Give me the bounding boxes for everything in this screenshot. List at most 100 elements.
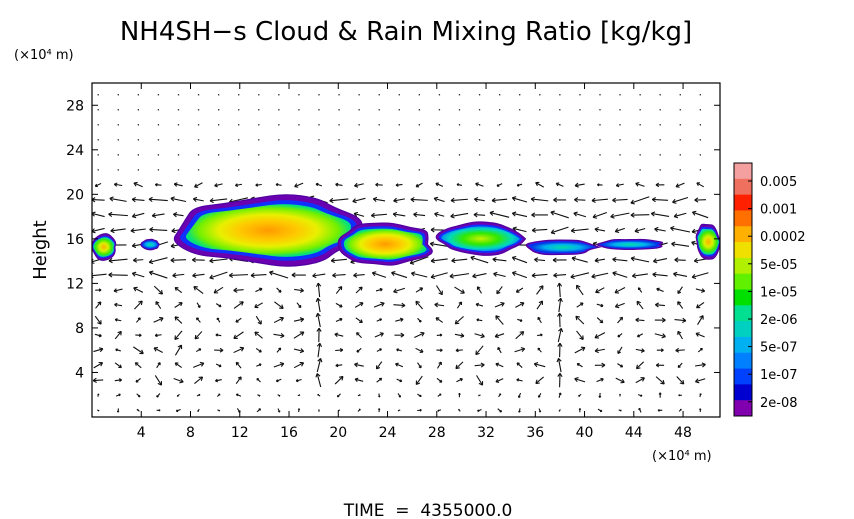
wind-arrow	[134, 300, 143, 310]
wind-arrow-head	[458, 392, 461, 395]
wind-arrow-head	[655, 182, 660, 188]
wind-arrow	[635, 348, 645, 352]
wind-arrow	[677, 286, 683, 294]
wind-arrow-head	[330, 257, 335, 264]
wind-arrow	[273, 317, 284, 324]
vector-dot	[238, 109, 240, 111]
wind-arrow-head	[419, 287, 424, 292]
wind-arrow	[209, 271, 228, 279]
vector-dot	[238, 139, 240, 141]
wind-arrow	[110, 228, 126, 232]
wind-arrow-head	[375, 182, 379, 187]
wind-arrow	[395, 183, 403, 186]
wind-arrow-head	[136, 408, 139, 411]
wind-arrow-head	[400, 332, 405, 338]
vector-dot	[298, 124, 300, 126]
wind-arrow-head	[410, 196, 415, 203]
wind-arrow-head	[98, 333, 102, 338]
wind-arrow-head	[555, 182, 560, 187]
wind-arrow-head	[255, 183, 259, 187]
wind-arrow-head	[278, 347, 282, 351]
wind-arrow-head	[108, 211, 113, 218]
wind-arrow	[173, 378, 184, 383]
wind-arrow	[335, 364, 343, 367]
wind-arrow-head	[519, 319, 523, 322]
wind-arrow	[437, 361, 442, 369]
wind-arrow-head	[312, 272, 317, 279]
vector-dot	[478, 109, 481, 111]
wind-arrow	[174, 344, 182, 356]
wind-arrow-head	[275, 182, 279, 187]
vector-dot	[338, 94, 340, 96]
wind-arrow-head	[379, 318, 383, 322]
wind-arrow-head	[650, 211, 656, 217]
wind-arrow-head	[652, 258, 658, 264]
wind-arrow-head	[630, 256, 636, 262]
wind-arrow	[296, 302, 302, 308]
y-tick-label: 28	[66, 98, 84, 114]
wind-arrow	[615, 227, 625, 233]
wind-arrow-head	[198, 393, 201, 396]
wind-arrow-head	[92, 377, 97, 383]
wind-arrow	[512, 227, 527, 233]
wind-arrow-head	[691, 210, 697, 216]
wind-arrow	[316, 358, 322, 373]
cloud-region	[525, 239, 602, 256]
cloud-regions	[92, 194, 720, 267]
wind-arrow	[132, 198, 145, 201]
vector-dot	[559, 154, 561, 156]
colorbar-label: 1e-05	[760, 285, 798, 300]
vector-dot	[217, 94, 220, 96]
wind-arrow-head	[173, 212, 178, 218]
vector-dot	[97, 124, 99, 126]
vector-dot	[559, 139, 561, 141]
wind-arrow	[93, 348, 104, 353]
vector-dot	[318, 109, 320, 111]
vector-dot	[418, 124, 420, 126]
wind-arrow-head	[612, 256, 617, 263]
wind-arrow-head	[257, 320, 262, 325]
vector-dot	[217, 169, 220, 171]
wind-arrow	[133, 182, 143, 188]
wind-arrow	[134, 362, 142, 369]
wind-arrow-head	[359, 302, 364, 307]
wind-arrow-head	[297, 408, 301, 411]
vector-dot	[679, 154, 681, 156]
colorbar-label: 2e-06	[760, 313, 798, 328]
wind-arrow-head	[458, 301, 463, 305]
wind-arrow-head	[535, 379, 540, 385]
wind-arrow-head	[315, 182, 319, 187]
wind-arrow-head	[630, 212, 635, 218]
vector-dot	[398, 139, 400, 141]
wind-arrow	[293, 318, 304, 322]
wind-arrow	[656, 288, 664, 292]
colorbar-swatch	[734, 368, 752, 385]
vector-dot	[599, 154, 601, 156]
vector-dot	[258, 94, 260, 96]
wind-arrow-head	[419, 348, 424, 353]
wind-arrow-head	[213, 288, 219, 294]
vector-dot	[358, 94, 360, 96]
wind-arrow-head	[516, 362, 520, 366]
wind-arrow-head	[379, 377, 383, 381]
wind-arrow	[354, 183, 364, 187]
wind-arrow-head	[395, 362, 399, 367]
vector-dot	[97, 154, 99, 156]
wind-arrow	[674, 212, 687, 218]
wind-arrow-head	[157, 381, 162, 386]
vector-dot	[599, 139, 601, 141]
cloud-region	[695, 223, 720, 260]
wind-arrow-head	[239, 301, 244, 306]
wind-arrow-head	[620, 378, 625, 384]
wind-arrow	[612, 198, 628, 201]
colorbar: 0.005 0.001 0.0002 5e-05 1e-05 2e-06 5e-07 1e-0…	[733, 162, 806, 417]
wind-arrow	[696, 182, 705, 188]
wind-arrow	[553, 274, 567, 277]
wind-arrow-head	[171, 228, 176, 234]
wind-arrow-head	[516, 183, 520, 187]
wind-arrow-head	[673, 271, 678, 277]
vector-dot	[699, 169, 701, 171]
wind-arrow	[335, 183, 343, 186]
wind-arrow	[574, 378, 586, 383]
wind-arrow	[316, 373, 322, 388]
